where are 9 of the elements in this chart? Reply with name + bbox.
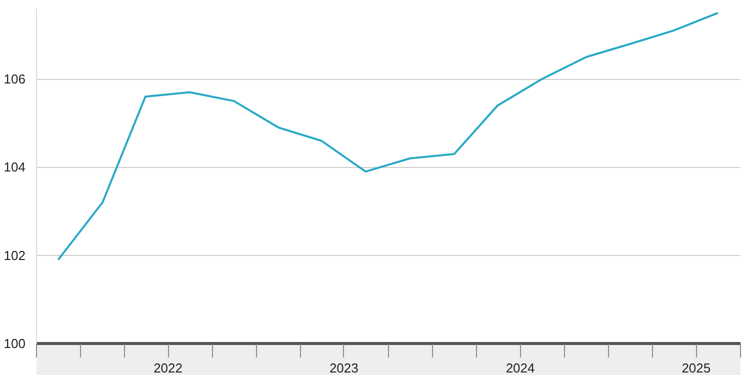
y-tick-label: 104 — [4, 160, 26, 175]
y-tick-label: 100 — [4, 336, 26, 351]
x-tick-label: 2024 — [506, 360, 535, 375]
y-tick-label: 102 — [4, 248, 26, 263]
x-tick-label: 2025 — [682, 360, 711, 375]
line-series — [57, 12, 719, 261]
y-tick-label: 106 — [4, 72, 26, 87]
x-tick-label: 2023 — [329, 360, 358, 375]
x-tick-label: 2022 — [154, 360, 183, 375]
